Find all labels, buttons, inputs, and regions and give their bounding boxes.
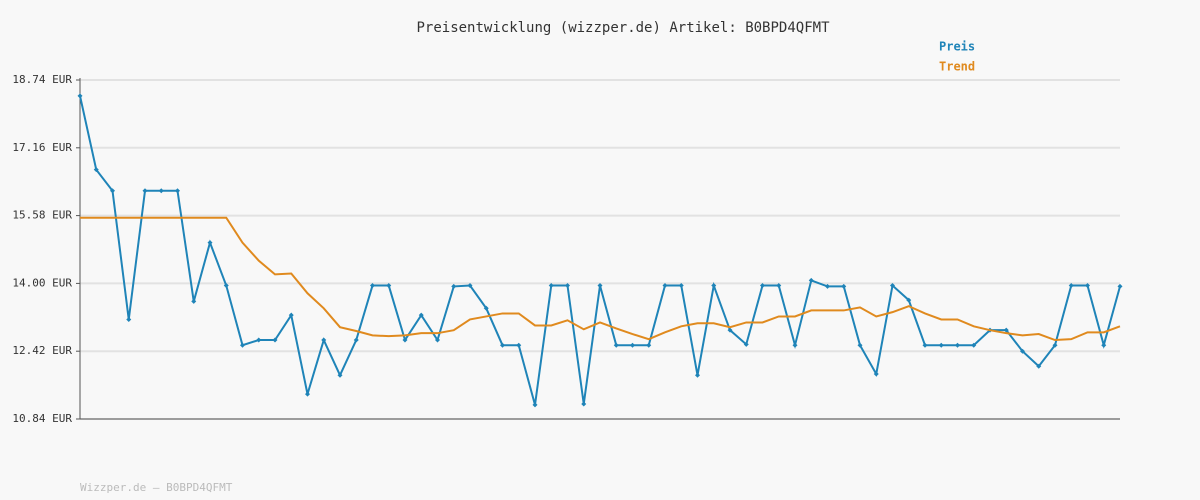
point-marker <box>711 283 717 289</box>
point-marker <box>158 188 164 194</box>
point-marker <box>77 93 83 99</box>
point-marker <box>418 312 424 318</box>
point-marker <box>1101 342 1107 348</box>
point-marker <box>191 298 197 304</box>
point-marker <box>516 342 522 348</box>
point-marker <box>93 167 99 173</box>
point-marker <box>175 188 180 194</box>
point-marker <box>402 337 408 343</box>
y-tick-label: 18.74 EUR <box>12 73 72 86</box>
point-marker <box>532 402 538 408</box>
point-marker <box>126 316 132 322</box>
point-marker <box>808 277 814 283</box>
point-marker <box>938 342 944 348</box>
point-marker <box>240 342 245 348</box>
point-marker <box>646 342 652 348</box>
y-tick-label: 10.84 EUR <box>12 412 72 425</box>
point-marker <box>581 401 587 407</box>
series-line <box>80 216 1121 342</box>
legend-entry: Trend <box>939 60 975 74</box>
point-marker <box>435 337 440 343</box>
point-marker <box>142 188 148 194</box>
point-marker <box>955 342 960 348</box>
y-tick-label: 15.58 EUR <box>12 209 72 222</box>
point-marker <box>353 337 359 343</box>
point-marker <box>305 391 310 397</box>
point-marker <box>1068 283 1074 289</box>
footer: Wizzper.de – B0BPD4QFMT <box>80 481 233 494</box>
point-marker <box>1117 283 1123 289</box>
point-marker <box>110 188 115 194</box>
chart-title: Preisentwicklung (wizzper.de) Artikel: B… <box>416 20 830 36</box>
y-tick-label: 14.00 EUR <box>12 276 72 289</box>
point-marker <box>857 342 863 348</box>
point-marker <box>451 283 457 289</box>
point-marker <box>288 312 294 318</box>
point-marker <box>256 337 262 343</box>
point-marker <box>727 327 733 333</box>
legend-entry: Preis <box>939 40 975 54</box>
point-marker <box>662 283 668 289</box>
point-marker <box>597 283 603 289</box>
point-marker <box>321 337 327 343</box>
point-marker <box>1085 283 1090 289</box>
point-marker <box>760 283 765 289</box>
point-marker <box>467 283 473 289</box>
point-marker <box>695 372 700 378</box>
point-marker <box>743 341 749 347</box>
point-marker <box>386 283 392 289</box>
point-marker <box>776 283 782 289</box>
y-tick-label: 17.16 EUR <box>12 141 72 154</box>
point-marker <box>1052 342 1058 348</box>
point-marker <box>565 283 570 289</box>
point-marker <box>841 283 847 289</box>
point-marker <box>337 372 343 378</box>
point-marker <box>792 342 798 348</box>
point-marker <box>678 283 684 289</box>
point-marker <box>825 283 830 289</box>
point-marker <box>272 337 278 343</box>
point-marker <box>890 283 895 289</box>
y-tick-label: 12.42 EUR <box>12 344 72 357</box>
point-marker <box>613 342 619 348</box>
point-marker <box>630 342 635 348</box>
point-marker <box>483 305 489 311</box>
point-marker <box>370 283 375 289</box>
point-marker <box>971 342 977 348</box>
point-marker <box>873 371 879 377</box>
point-marker <box>1003 327 1009 333</box>
point-marker <box>500 342 505 348</box>
point-marker <box>223 283 229 289</box>
point-marker <box>922 342 928 348</box>
point-marker <box>548 283 554 289</box>
point-marker <box>1020 348 1025 354</box>
point-marker <box>906 297 912 303</box>
point-marker <box>1036 363 1042 369</box>
point-marker <box>207 240 213 246</box>
